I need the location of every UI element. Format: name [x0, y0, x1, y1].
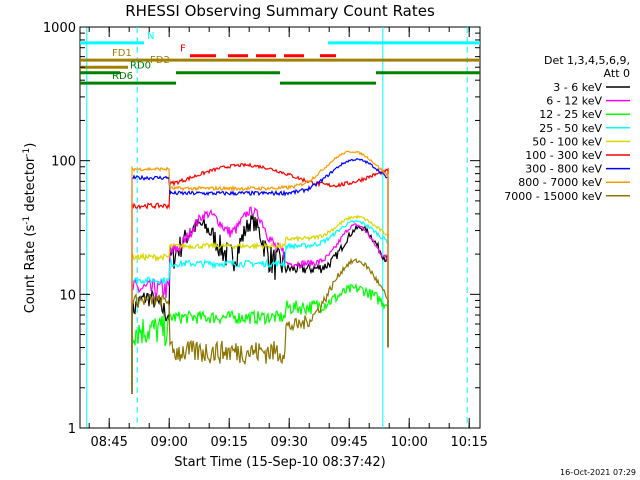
flag-label-N: N [147, 31, 154, 42]
legend-header: Att 0 [604, 67, 630, 80]
flag-label-FD1: FD1 [112, 48, 132, 59]
legend-label: 3 - 6 keV [553, 81, 602, 94]
y-axis-label-mid: detector [23, 156, 38, 216]
x-tick-label: 10:00 [390, 435, 427, 450]
series-line-50-100keV [131, 214, 389, 394]
footer-timestamp: 16-Oct-2021 07:29 [560, 468, 636, 477]
y-axis-label-main: Count Rate (s [23, 225, 38, 314]
y-tick-label: 100 [51, 155, 76, 170]
legend-label: 800 - 7000 keV [518, 176, 602, 189]
series-line-300-800keV [131, 157, 389, 394]
y-axis-label-sup2: -1 [22, 148, 32, 157]
legend-label: 7000 - 15000 keV [504, 190, 602, 203]
chart-title: RHESSI Observing Summary Count Rates [125, 2, 435, 20]
series-line-800-7000keV [131, 150, 389, 394]
flag-label-RD6: RD6 [112, 71, 133, 82]
legend-label: 6 - 12 keV [546, 95, 602, 108]
x-tick-label: 09:30 [270, 435, 307, 450]
x-axis-label: Start Time (15-Sep-10 08:37:42) [174, 455, 385, 470]
series-line-25-50keV [131, 220, 389, 394]
series-line-100-300keV [131, 162, 389, 394]
plot-layer [86, 27, 468, 428]
series-line-3-6keV [131, 215, 389, 394]
x-tick-label: 09:45 [330, 435, 367, 450]
x-tick-label: 09:00 [150, 435, 187, 450]
x-tick-label: 08:45 [90, 435, 127, 450]
legend-header: Det 1,3,4,5,6,9, [544, 54, 630, 67]
legend-label: 50 - 100 keV [532, 135, 602, 148]
legend-label: 12 - 25 keV [539, 108, 602, 121]
y-tick-label: 1000 [43, 21, 76, 36]
x-tick-label: 09:15 [210, 435, 247, 450]
y-tick-label: 1 [68, 422, 76, 437]
x-tick-label: 10:15 [450, 435, 487, 450]
y-tick-label: 10 [59, 288, 76, 303]
series-line-12-25keV [131, 282, 389, 394]
y-axis-label: Count Rate (s-1 detector-1) [22, 143, 38, 314]
series-line-6-12keV [131, 206, 389, 394]
y-axis-label-sup1: -1 [22, 216, 32, 225]
plot-frame [79, 26, 481, 429]
legend-label: 25 - 50 keV [539, 122, 602, 135]
legend-label: 100 - 300 keV [525, 149, 602, 162]
series-line-7000-15000keV [131, 257, 389, 394]
flag-label-RD0: RD0 [130, 61, 151, 72]
flag-label-F: F [180, 44, 186, 55]
legend-label: 300 - 800 keV [525, 163, 602, 176]
axis-layer: 1 10 100 1000 08:45 09:00 09:15 09:30 09:45 10:00… [43, 21, 488, 450]
y-axis-label-end: ) [23, 143, 38, 148]
flag-label-FD2: FD2 [150, 55, 170, 66]
